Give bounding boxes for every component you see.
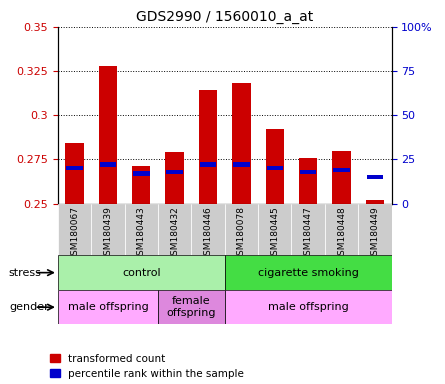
Bar bbox=[325, 204, 358, 255]
Text: GSM180445: GSM180445 bbox=[270, 206, 279, 261]
Bar bbox=[158, 290, 225, 324]
Title: GDS2990 / 1560010_a_at: GDS2990 / 1560010_a_at bbox=[136, 10, 313, 25]
Text: GSM180447: GSM180447 bbox=[303, 206, 313, 261]
Text: GSM180067: GSM180067 bbox=[70, 206, 79, 261]
Bar bbox=[225, 290, 392, 324]
Text: GSM180448: GSM180448 bbox=[337, 206, 346, 261]
Bar bbox=[58, 255, 225, 290]
Text: stress: stress bbox=[9, 268, 42, 278]
Bar bbox=[65, 144, 84, 204]
Bar bbox=[366, 200, 384, 204]
Bar bbox=[358, 204, 392, 255]
Bar bbox=[225, 255, 392, 290]
Bar bbox=[199, 91, 217, 204]
Text: GSM180439: GSM180439 bbox=[103, 206, 113, 261]
Text: male offspring: male offspring bbox=[268, 302, 348, 312]
Bar bbox=[299, 157, 317, 204]
Text: GSM180446: GSM180446 bbox=[203, 206, 213, 261]
Legend: transformed count, percentile rank within the sample: transformed count, percentile rank withi… bbox=[50, 354, 244, 379]
Bar bbox=[300, 169, 316, 174]
Bar bbox=[332, 151, 351, 204]
Bar bbox=[66, 166, 83, 170]
Bar bbox=[158, 204, 191, 255]
Bar bbox=[166, 152, 184, 204]
Text: male offspring: male offspring bbox=[68, 302, 148, 312]
Bar bbox=[233, 162, 250, 167]
Bar bbox=[232, 83, 251, 204]
Text: gender: gender bbox=[9, 302, 49, 312]
Bar bbox=[367, 175, 383, 179]
Bar bbox=[100, 162, 116, 167]
Bar bbox=[333, 168, 350, 172]
Text: female
offspring: female offspring bbox=[166, 296, 216, 318]
Bar bbox=[267, 166, 283, 170]
Text: GSM180449: GSM180449 bbox=[370, 206, 380, 261]
Bar bbox=[99, 66, 117, 204]
Bar bbox=[91, 204, 125, 255]
Bar bbox=[225, 204, 258, 255]
Text: control: control bbox=[122, 268, 161, 278]
Bar bbox=[200, 162, 216, 167]
Text: GSM180078: GSM180078 bbox=[237, 206, 246, 261]
Text: GSM180443: GSM180443 bbox=[137, 206, 146, 261]
Bar bbox=[291, 204, 325, 255]
Bar bbox=[166, 169, 183, 174]
Bar bbox=[132, 166, 150, 204]
Bar bbox=[125, 204, 158, 255]
Text: cigarette smoking: cigarette smoking bbox=[258, 268, 359, 278]
Bar bbox=[258, 204, 291, 255]
Bar bbox=[58, 204, 91, 255]
Bar bbox=[133, 171, 150, 176]
Bar bbox=[266, 129, 284, 204]
Text: GSM180432: GSM180432 bbox=[170, 206, 179, 261]
Bar bbox=[191, 204, 225, 255]
Bar bbox=[58, 290, 158, 324]
